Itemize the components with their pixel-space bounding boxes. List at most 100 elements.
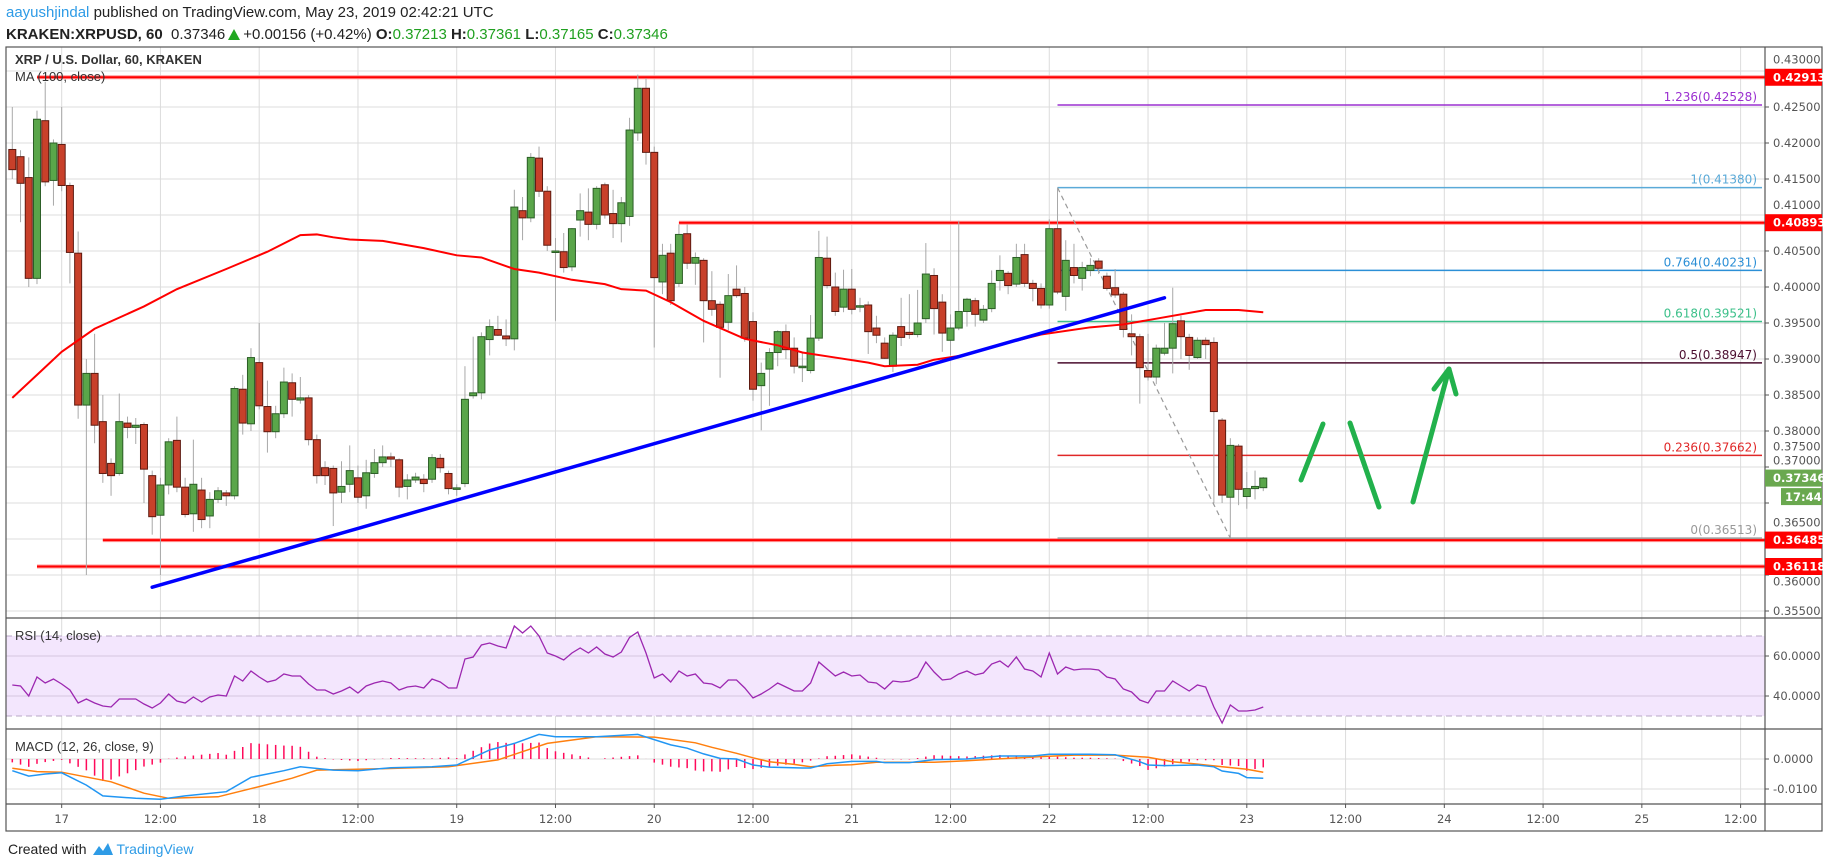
candle-body	[790, 347, 799, 367]
candle-body	[156, 484, 165, 516]
candle-body	[1053, 228, 1062, 293]
candle-body	[699, 259, 708, 302]
candle-body	[921, 273, 930, 320]
candle	[1185, 333, 1194, 370]
time-tick-label: 22	[1042, 812, 1057, 826]
time-tick-label: 12:00	[341, 812, 374, 826]
candle-body	[1168, 323, 1177, 349]
candle-body	[131, 424, 140, 428]
time-tick-label: 12:00	[736, 812, 769, 826]
candle-body	[115, 421, 124, 474]
candle-body	[543, 190, 552, 246]
candle-body	[584, 211, 593, 225]
candle	[493, 315, 502, 336]
price-tick-label: 0.37500	[1773, 440, 1821, 454]
candle	[790, 337, 799, 374]
candle	[1119, 292, 1128, 338]
ma-legend[interactable]: MA (100, close)	[15, 69, 105, 84]
candle	[724, 274, 733, 331]
candle	[1078, 261, 1087, 291]
candle	[765, 348, 774, 406]
candle-body	[428, 457, 437, 480]
candle	[650, 146, 659, 348]
candle-body	[477, 336, 486, 394]
candle-body	[1242, 488, 1251, 498]
low-value: 0.37165	[539, 26, 594, 43]
candle-body	[436, 457, 445, 469]
candle-body	[337, 485, 346, 493]
candle	[510, 189, 519, 351]
tradingview-brand[interactable]: TradingView	[116, 841, 194, 857]
ma-100-line[interactable]	[11, 233, 1264, 399]
candle	[312, 434, 321, 484]
price-tick-label: 0.40500	[1773, 244, 1821, 258]
candle	[263, 380, 272, 453]
candle-body	[1176, 320, 1185, 338]
candle	[8, 107, 17, 179]
candle	[773, 330, 782, 367]
level-price-box	[1765, 68, 1822, 86]
candle-body	[197, 489, 206, 521]
candle	[847, 269, 856, 315]
arrow-stroke-3	[1410, 366, 1452, 505]
candle	[1028, 279, 1037, 302]
tradingview-logo-icon	[93, 843, 114, 855]
candle	[386, 452, 395, 467]
candle	[864, 301, 873, 354]
rsi-legend[interactable]: RSI (14, close)	[15, 628, 101, 643]
candle	[897, 297, 906, 347]
candle-body	[625, 129, 634, 217]
fib-level-label: 1.236(0.42528)	[1664, 90, 1757, 104]
candle	[353, 465, 362, 503]
candle-body	[1102, 275, 1111, 289]
fibonacci-retracement[interactable]: 1.236(0.42528) 1(0.41380) 0.764(0.40231) 0.…	[1056, 90, 1762, 539]
candle-body	[609, 213, 618, 225]
candle	[1111, 269, 1120, 298]
candle	[962, 297, 971, 327]
candle-body	[987, 282, 996, 310]
level-price-box	[1765, 558, 1822, 576]
macd-line	[12, 733, 1264, 800]
candle-body	[757, 372, 766, 387]
candle	[683, 224, 692, 269]
ma-100	[11, 233, 1264, 399]
candle	[716, 301, 725, 378]
candle-body	[1160, 347, 1169, 354]
horizontal-levels	[36, 75, 1765, 569]
candle	[633, 74, 642, 141]
candle-body	[271, 413, 280, 433]
candle	[460, 366, 469, 488]
candle	[230, 386, 239, 500]
time-tick-label: 12:00	[1724, 812, 1757, 826]
trendline[interactable]	[150, 296, 1167, 589]
candle	[567, 227, 576, 272]
candle-body	[205, 498, 214, 517]
candle	[205, 492, 214, 529]
candle-body	[378, 456, 387, 464]
candle	[1234, 443, 1243, 506]
candle-body	[1193, 339, 1202, 359]
candle	[148, 470, 157, 535]
candle	[979, 305, 988, 323]
level-price-label: 0.40893	[1773, 216, 1825, 230]
time-tick-label: 23	[1239, 812, 1254, 826]
candle-body	[814, 256, 823, 339]
author-link[interactable]: aayushjindal	[6, 4, 90, 21]
candle-body	[962, 298, 971, 312]
time-tick-label: 12:00	[934, 812, 967, 826]
candle-body	[502, 335, 511, 340]
ascending-trendline[interactable]	[150, 296, 1167, 589]
arrow-stroke-1	[1298, 421, 1326, 483]
candle-body	[107, 462, 116, 477]
fib-trend-line[interactable]	[1056, 187, 1231, 539]
candle-body	[230, 388, 239, 497]
candle-body	[831, 286, 840, 312]
time-tick-label: 12:00	[1527, 812, 1560, 826]
candle-body	[930, 274, 939, 310]
high-label: H:	[450, 26, 467, 43]
candle-body	[732, 288, 741, 297]
macd-legend[interactable]: MACD (12, 26, close, 9)	[15, 739, 154, 754]
candle	[1226, 438, 1235, 538]
